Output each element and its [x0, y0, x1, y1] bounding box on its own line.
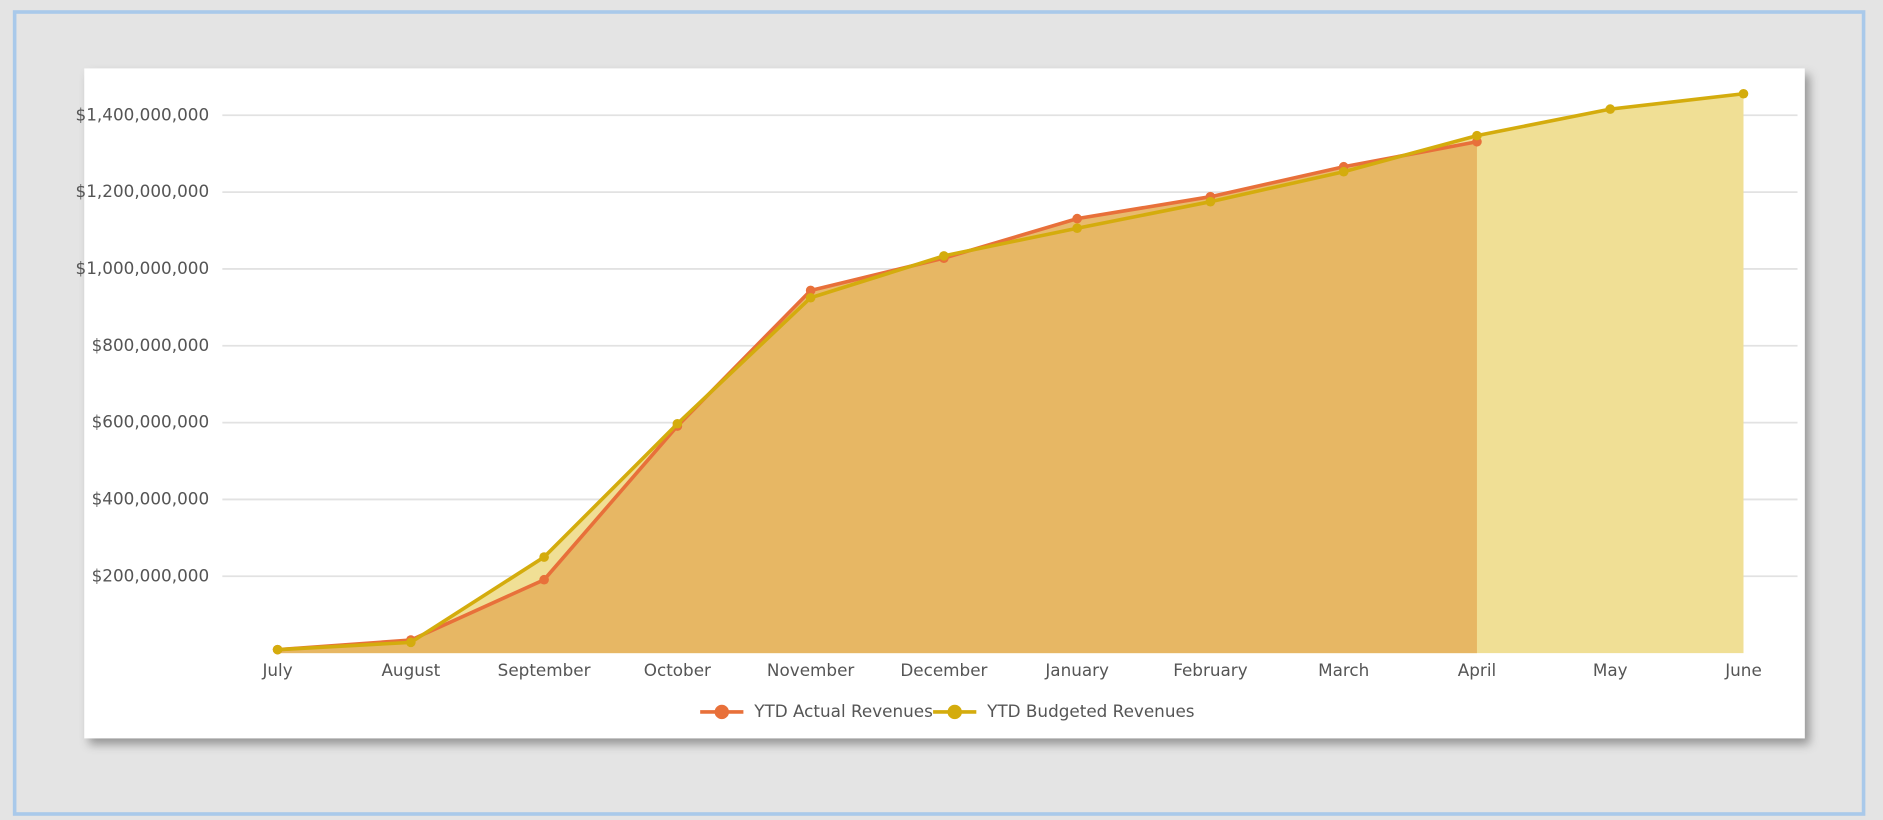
- y-tick-label: $600,000,000: [92, 412, 210, 432]
- y-tick-label: $1,000,000,000: [76, 258, 210, 278]
- point: [539, 552, 549, 562]
- point: [939, 251, 949, 261]
- area: [277, 141, 1477, 654]
- plot: $200,000,000 $400,000,000 $600,000,000 $800…: [76, 88, 1798, 721]
- y-tick-label: $400,000,000: [92, 488, 210, 508]
- x-tick-label: June: [1724, 660, 1762, 680]
- y-tick-label: $1,400,000,000: [76, 104, 210, 124]
- point: [1338, 166, 1349, 177]
- y-tick-label: $800,000,000: [92, 335, 210, 355]
- legend-marker: [947, 704, 962, 720]
- x-tick-label: October: [644, 660, 711, 680]
- point: [1738, 88, 1749, 99]
- line: [277, 139, 1478, 652]
- legend-label: YTD Budgeted Revenues: [986, 701, 1194, 721]
- y-tick-label: $1,200,000,000: [76, 181, 210, 201]
- point: [539, 574, 549, 585]
- y-tick-label: $200,000,000: [92, 565, 210, 585]
- x-tick-label: July: [261, 660, 292, 680]
- x-tick-label: May: [1593, 660, 1628, 680]
- x-tick-label: November: [767, 660, 854, 680]
- point: [406, 637, 416, 648]
- point: [805, 285, 816, 296]
- point: [805, 292, 816, 303]
- x-tick-label: February: [1173, 660, 1247, 680]
- x-tick-label: April: [1458, 660, 1496, 680]
- x-tick-label: January: [1044, 660, 1109, 680]
- x-tick-label: August: [381, 660, 440, 680]
- legend-marker: [714, 704, 729, 720]
- x-tick-label: March: [1318, 660, 1369, 680]
- point: [272, 644, 283, 655]
- point: [1072, 213, 1082, 224]
- point: [672, 418, 683, 429]
- point: [1605, 104, 1616, 114]
- point: [1072, 223, 1082, 234]
- line: [277, 91, 1744, 652]
- x-tick-label: December: [900, 660, 987, 680]
- point: [1472, 130, 1482, 141]
- legend-label: YTD Actual Revenues: [753, 701, 933, 721]
- point: [1205, 196, 1216, 207]
- x-tick-label: September: [498, 660, 591, 680]
